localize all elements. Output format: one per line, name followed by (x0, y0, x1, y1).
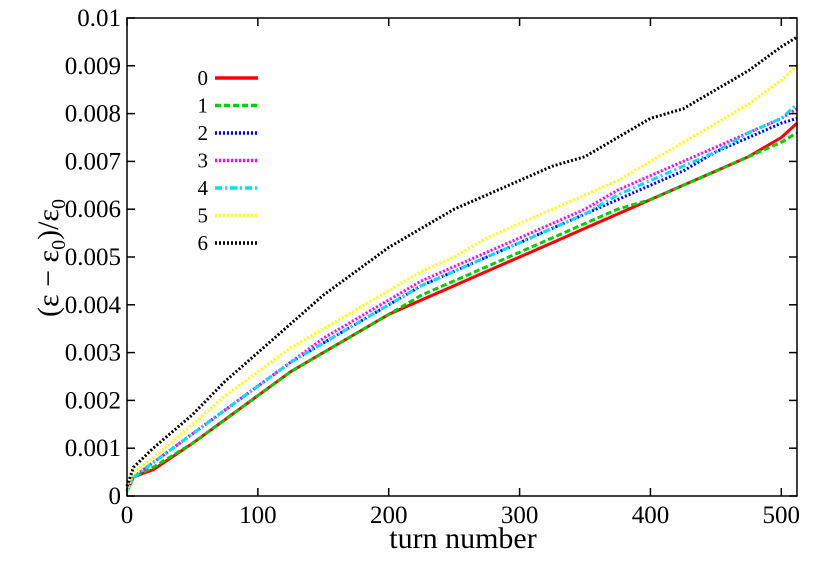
x-tick-label: 300 (501, 502, 539, 529)
legend-label-2: 2 (198, 121, 209, 145)
x-axis-title: turn number (389, 522, 536, 555)
y-tick-label: 0.005 (65, 244, 121, 271)
y-axis-title: (ε − ε0)/ε0 (32, 199, 70, 317)
legend-label-0: 0 (198, 66, 209, 90)
x-tick-label: 200 (370, 502, 408, 529)
y-tick-label: 0.006 (65, 196, 121, 223)
legend-label-3: 3 (198, 149, 209, 173)
tick-layer: 0 100 200 300 400 500 0 0.001 0.002 0.003 0.004 0.0… (65, 5, 800, 529)
y-tick-label: 0.007 (65, 148, 121, 175)
y-tick-label: 0 (109, 483, 122, 510)
y-axis-title-sub-1: 0 (48, 240, 70, 250)
series-layer (125, 35, 799, 492)
series-line-4 (125, 102, 799, 492)
x-tick-label: 500 (763, 502, 801, 529)
y-axis-title-mid: )/ε (32, 209, 65, 240)
legend-label-6: 6 (198, 231, 209, 255)
y-tick-label: 0.002 (65, 387, 121, 414)
series-line-1 (125, 131, 798, 492)
y-tick-label: 0.004 (65, 292, 122, 319)
series-line-6 (125, 35, 798, 487)
legend: 0 1 2 3 4 5 6 (198, 66, 258, 255)
legend-label-4: 4 (198, 176, 209, 200)
legend-label-1: 1 (198, 94, 209, 118)
series-line-2 (125, 116, 798, 492)
x-tick-label: 400 (632, 502, 670, 529)
y-axis-title-open: (ε − ε (32, 250, 65, 317)
series-line-3 (125, 107, 798, 492)
y-tick-label: 0.009 (65, 53, 121, 80)
y-tick-label: 0.008 (65, 101, 121, 128)
y-tick-label: 0.003 (65, 340, 121, 367)
series-line-5 (125, 64, 799, 492)
y-tick-label: 0.01 (77, 5, 121, 32)
x-tick-label: 0 (121, 502, 134, 529)
y-axis-title-sub-2: 0 (48, 199, 70, 209)
legend-label-5: 5 (198, 204, 209, 228)
x-tick-label: 100 (239, 502, 277, 529)
y-tick-label: 0.001 (65, 435, 121, 462)
